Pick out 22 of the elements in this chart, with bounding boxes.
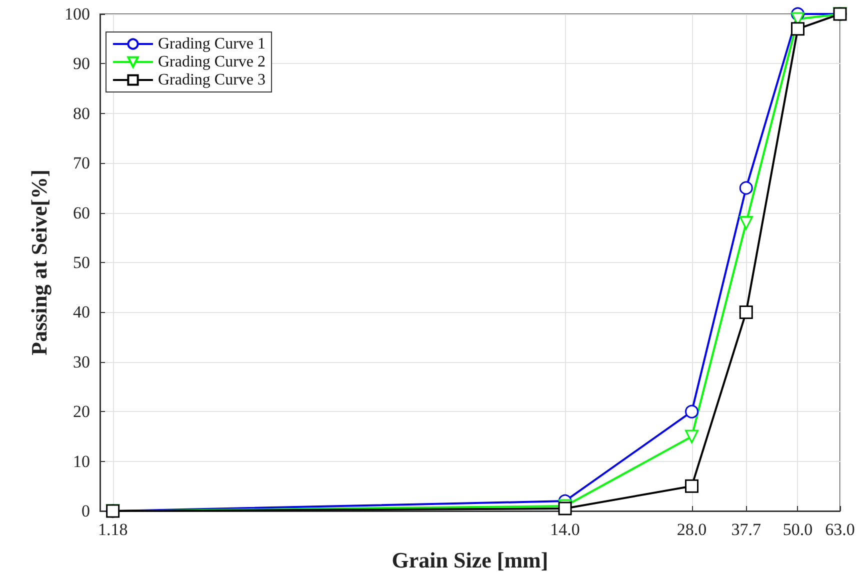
y-tick-label: 20 <box>73 402 90 422</box>
y-tick-label: 0 <box>82 502 90 520</box>
legend-label: Grading Curve 3 <box>158 72 266 88</box>
y-tick-label: 50 <box>73 253 90 272</box>
legend-label: Grading Curve 2 <box>158 54 266 70</box>
y-tick-label: 80 <box>73 104 90 123</box>
x-tick-label: 63.0 <box>825 520 855 539</box>
x-axis-title: Grain Size [mm] <box>392 548 548 572</box>
legend-label: Grading Curve 1 <box>158 36 266 52</box>
y-tick-label: 100 <box>64 4 90 24</box>
y-tick-label: 30 <box>73 352 90 372</box>
y-tick-label: 60 <box>73 203 90 222</box>
x-tick-label: 37.7 <box>731 520 762 539</box>
x-tick-label: 14.0 <box>550 520 580 539</box>
y-tick-label: 10 <box>73 452 90 471</box>
x-tick-label: 50.0 <box>782 520 813 539</box>
y-tick-label: 70 <box>73 154 90 173</box>
y-tick-label: 90 <box>73 54 90 74</box>
y-axis-title: Passing at Seive[%] <box>26 170 52 356</box>
x-tick-label: 28.0 <box>676 520 707 539</box>
x-tick-label: 1.18 <box>98 520 128 539</box>
y-tick-label: 40 <box>73 302 90 322</box>
